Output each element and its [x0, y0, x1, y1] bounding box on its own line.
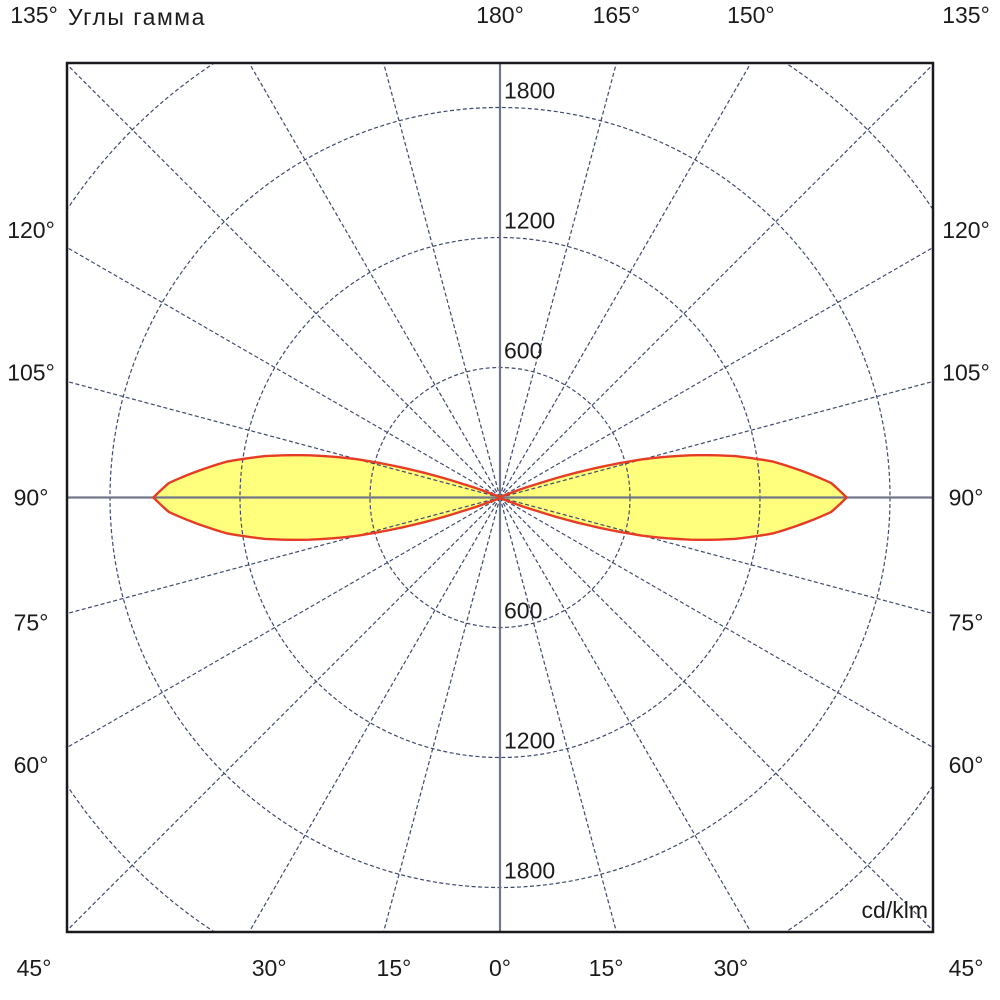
gamma-angle-label-top: 150°: [727, 2, 775, 28]
gamma-angle-label-bottom: 15°: [377, 955, 412, 981]
gamma-angle-label-left: 60°: [14, 752, 49, 778]
gamma-angle-label-right: 75°: [949, 610, 984, 636]
chart-title: Углы гамма: [68, 4, 206, 30]
gamma-angle-label-left: 75°: [14, 610, 49, 636]
plot-frame: [65, 61, 935, 934]
gamma-angle-label-bottom: 0°: [489, 955, 511, 981]
gamma-angle-label-top: 135°: [10, 2, 58, 28]
polar-grid-ray: [382, 63, 501, 498]
gamma-angle-label-right: 120°: [942, 217, 990, 243]
radial-tick-label-above: 1800: [504, 78, 555, 104]
gamma-angle-label-bottom: 15°: [589, 955, 624, 981]
gamma-angle-label-left: 105°: [7, 359, 55, 385]
polar-grid-ray: [67, 497, 501, 932]
radial-tick-label-above: 1200: [504, 208, 555, 234]
gamma-angle-label-right: 105°: [942, 359, 990, 385]
gamma-angle-label-top: 165°: [593, 2, 641, 28]
radial-tick-label-below: 600: [504, 598, 542, 624]
polar-grid-ray: [67, 496, 501, 749]
intensity-curve-outline: [152, 453, 848, 542]
polar-grid-ray: [248, 63, 501, 498]
gamma-angle-label-top: 180°: [476, 2, 524, 28]
polar-grid-ray: [67, 246, 501, 499]
gamma-angle-label-bottom: 45°: [17, 955, 52, 981]
radial-tick-label-below: 1200: [504, 728, 555, 754]
gamma-angle-label-bottom: 30°: [252, 955, 287, 981]
gamma-angle-label-left: 90°: [14, 485, 49, 511]
polar-grid-ray: [67, 63, 501, 498]
units-label: cd/klm: [861, 897, 928, 923]
gamma-angle-label-left: 120°: [7, 217, 55, 243]
radial-tick-label-above: 600: [504, 338, 542, 364]
gamma-angle-label-right: 60°: [949, 752, 984, 778]
gamma-angle-label-bottom: 30°: [713, 955, 748, 981]
gamma-angle-label-right: 90°: [949, 485, 984, 511]
gamma-angle-label-top: 135°: [942, 2, 990, 28]
polar-grid-ray: [499, 63, 618, 498]
polar-grid-ray: [499, 63, 752, 498]
polar-grid-ray: [499, 246, 933, 499]
polar-grid-ray: [382, 497, 501, 932]
polar-grid-ray: [499, 63, 933, 498]
gamma-angle-label-bottom: 45°: [949, 955, 984, 981]
radial-tick-label-below: 1800: [504, 858, 555, 884]
polar-grid-ray: [499, 496, 933, 749]
